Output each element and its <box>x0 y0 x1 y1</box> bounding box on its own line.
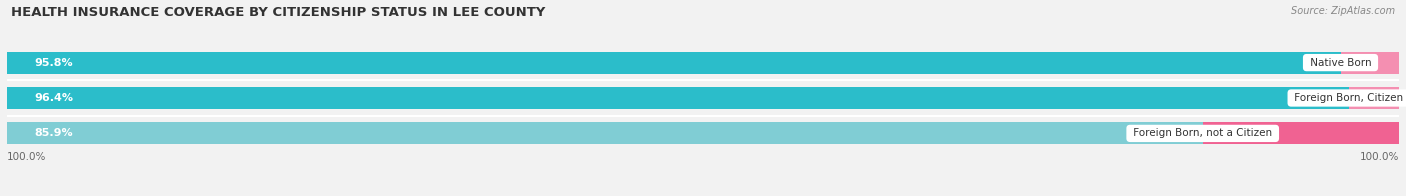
Bar <box>1348 87 1399 109</box>
Text: Foreign Born, not a Citizen: Foreign Born, not a Citizen <box>1130 128 1275 138</box>
Legend: With Coverage, Without Coverage: With Coverage, Without Coverage <box>588 192 818 196</box>
Bar <box>7 87 1399 109</box>
Text: 95.8%: 95.8% <box>35 58 73 68</box>
Bar <box>7 52 1340 74</box>
Text: Source: ZipAtlas.com: Source: ZipAtlas.com <box>1291 6 1395 16</box>
Bar <box>1202 122 1399 144</box>
Text: 100.0%: 100.0% <box>7 152 46 162</box>
Bar <box>7 52 1399 74</box>
Bar <box>7 122 1399 144</box>
Bar <box>7 87 1348 109</box>
Text: Foreign Born, Citizen: Foreign Born, Citizen <box>1291 93 1406 103</box>
Text: HEALTH INSURANCE COVERAGE BY CITIZENSHIP STATUS IN LEE COUNTY: HEALTH INSURANCE COVERAGE BY CITIZENSHIP… <box>11 6 546 19</box>
Bar <box>1340 52 1399 74</box>
Text: 96.4%: 96.4% <box>35 93 75 103</box>
Bar <box>7 122 1202 144</box>
Text: 85.9%: 85.9% <box>35 128 73 138</box>
Text: 100.0%: 100.0% <box>1360 152 1399 162</box>
Text: Native Born: Native Born <box>1306 58 1375 68</box>
